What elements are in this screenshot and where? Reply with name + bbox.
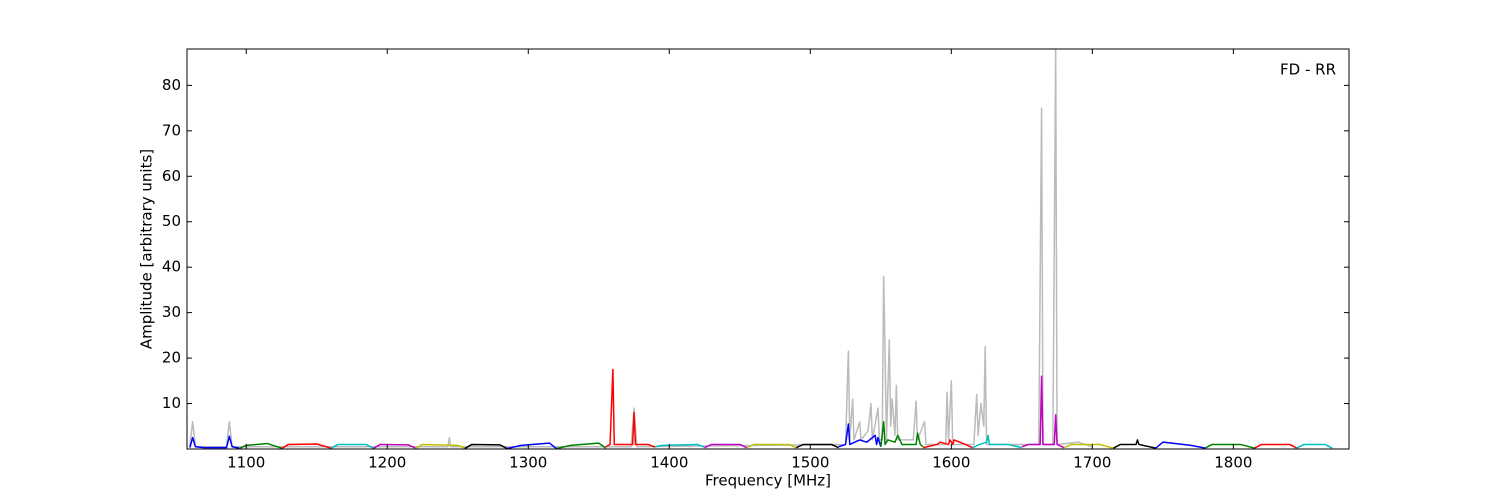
series-line <box>1155 441 1206 449</box>
x-tick-label: 1800 <box>1214 454 1252 472</box>
y-tick-label: 60 <box>162 167 181 185</box>
x-tick-label: 1400 <box>650 454 688 472</box>
annotation: FD - RR <box>1280 61 1336 79</box>
series-line <box>415 443 466 449</box>
x-tick-label: 1200 <box>368 454 406 472</box>
y-tick-label: 50 <box>162 212 181 230</box>
x-tick-label: 1500 <box>791 454 829 472</box>
series-line <box>464 443 508 449</box>
series-line <box>506 442 557 449</box>
series-line <box>238 442 282 449</box>
series-line <box>838 423 882 448</box>
series-line <box>880 420 924 448</box>
series-line <box>704 443 748 449</box>
y-tick-label: 80 <box>162 76 181 94</box>
y-tick-label: 40 <box>162 258 181 276</box>
series-line <box>655 443 705 448</box>
y-tick-label: 20 <box>162 349 181 367</box>
x-tick-label: 1100 <box>227 454 265 472</box>
series-line <box>1204 443 1255 449</box>
series-line <box>746 443 797 449</box>
y-tick-label: 70 <box>162 121 181 139</box>
series-line <box>372 443 416 449</box>
x-tick-label: 1600 <box>932 454 970 472</box>
y-tick-label: 10 <box>162 394 181 412</box>
y-axis-label: Amplitude [arbitrary units] <box>138 149 156 349</box>
x-tick-label: 1300 <box>509 454 547 472</box>
x-tick-label: 1700 <box>1073 454 1111 472</box>
series-line <box>330 443 374 449</box>
x-axis-label: Frequency [MHz] <box>705 472 831 490</box>
series-line <box>1063 443 1114 449</box>
series-line <box>189 435 240 449</box>
plot-lines <box>189 49 1333 449</box>
series-line <box>795 443 839 449</box>
series-line <box>281 443 332 449</box>
series-line <box>1113 439 1156 449</box>
series-line <box>1254 443 1298 449</box>
series-line <box>1296 443 1333 449</box>
series-line <box>189 49 1093 448</box>
y-tick-label: 30 <box>162 303 181 321</box>
plot-frame <box>186 48 1350 450</box>
series-line <box>922 439 973 449</box>
series-line <box>1021 375 1065 449</box>
series-line <box>605 368 656 448</box>
series-line <box>556 442 607 449</box>
series-line <box>972 434 1022 449</box>
